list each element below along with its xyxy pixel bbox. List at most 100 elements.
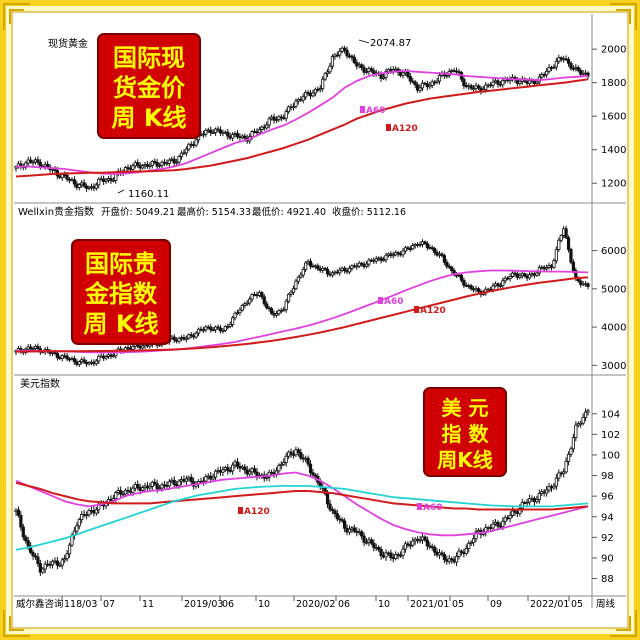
- candle-body: [150, 481, 154, 487]
- candle-body: [394, 554, 398, 559]
- candle-body: [374, 258, 378, 262]
- candle-body: [450, 266, 454, 271]
- candle-body: [525, 501, 529, 504]
- candle-body: [282, 309, 286, 312]
- candle-body: [289, 451, 293, 455]
- candle-body: [216, 326, 220, 329]
- candle-body: [97, 355, 101, 362]
- series-line-ma120: [15, 481, 589, 511]
- candle-body: [537, 267, 541, 274]
- candle-body: [60, 559, 64, 566]
- candle-body: [518, 80, 522, 84]
- candle-body: [323, 267, 327, 270]
- candle-body: [304, 91, 308, 98]
- candle-body: [21, 526, 25, 538]
- candle-body: [55, 352, 59, 359]
- corner-ornament-icon: [3, 3, 637, 637]
- candle-body: [189, 334, 193, 337]
- candle-body: [445, 75, 449, 77]
- ma60-label: A60: [384, 297, 404, 307]
- badge-line: 周 K线: [112, 104, 187, 132]
- candle-body: [403, 247, 408, 252]
- candle-body: [26, 540, 30, 547]
- candle-body: [377, 547, 381, 550]
- candle-body: [338, 269, 342, 274]
- candle-body: [228, 324, 232, 327]
- candle-body: [289, 291, 293, 295]
- badge-line: 国际现: [113, 44, 185, 72]
- candle-body: [277, 310, 281, 315]
- candle-body: [160, 161, 164, 166]
- candle-body: [433, 248, 437, 253]
- candle-body: [204, 326, 208, 331]
- badge-line: 金指数: [84, 280, 158, 308]
- candle-body: [342, 520, 347, 529]
- y-tick-label: 98: [601, 471, 614, 482]
- candle-body: [287, 106, 291, 113]
- candle-body: [342, 267, 347, 272]
- candle-body: [552, 485, 556, 489]
- candle-body: [484, 84, 488, 90]
- candle-body: [50, 560, 55, 566]
- candle-body: [29, 346, 33, 350]
- badge-line: 货金价: [113, 74, 186, 102]
- candle-body: [72, 179, 77, 185]
- y-tick-label: 2000: [601, 45, 626, 56]
- candle-body: [272, 116, 276, 121]
- x-tick-label: 威尔鑫咨询: [16, 598, 64, 610]
- candle-body: [277, 465, 281, 472]
- badge-line: 周K线: [437, 448, 493, 472]
- series-line-ma60: [16, 269, 589, 354]
- candle-body: [418, 87, 422, 91]
- candle-body: [384, 254, 388, 261]
- candle-body: [333, 510, 337, 515]
- candle-body: [579, 422, 583, 425]
- candle-body: [352, 527, 356, 532]
- candle-body: [321, 78, 325, 89]
- ma120-tag: A120: [414, 306, 446, 316]
- candle-body: [535, 272, 539, 276]
- candle-body: [420, 82, 425, 89]
- candle-body: [301, 269, 305, 276]
- candle-body: [177, 155, 181, 163]
- candle-body: [55, 560, 59, 566]
- candle-body: [140, 345, 145, 349]
- y-tick-label: 1800: [601, 78, 626, 89]
- candle-body: [284, 300, 288, 311]
- candle-body: [369, 539, 373, 544]
- x-tick-label: 11: [142, 599, 154, 610]
- candle-body: [352, 56, 356, 64]
- candle-body: [418, 539, 422, 542]
- candle-body: [442, 255, 446, 263]
- candle-body: [362, 67, 366, 73]
- candle-body: [518, 275, 522, 278]
- x-tick-label: 10: [378, 599, 390, 610]
- candle-body: [430, 247, 434, 249]
- candle-body: [291, 288, 296, 293]
- candle-body: [430, 81, 434, 86]
- candle-body: [347, 267, 352, 273]
- candle-body: [213, 470, 218, 478]
- candle-body: [184, 478, 188, 482]
- candle-body: [67, 544, 72, 555]
- candle-body: [194, 332, 198, 338]
- candle-body: [148, 485, 152, 489]
- candle-body: [167, 481, 171, 487]
- candle-body: [82, 182, 86, 187]
- y-tick-label: 94: [601, 512, 614, 523]
- candle-body: [379, 257, 383, 261]
- candle-body: [440, 552, 444, 555]
- panel2-close: 收盘价: 5112.16: [332, 206, 406, 218]
- candle-body: [279, 463, 283, 466]
- candle-body: [287, 293, 291, 302]
- candle-body: [136, 484, 140, 488]
- candle-body: [316, 265, 320, 270]
- candle-body: [557, 472, 561, 479]
- x-tick-label: 2020/02: [296, 599, 335, 610]
- moving-average-layer: [15, 69, 589, 551]
- candle-body: [153, 481, 157, 485]
- candle-body: [554, 60, 558, 68]
- candle-body: [24, 536, 28, 542]
- candle-body: [566, 237, 571, 250]
